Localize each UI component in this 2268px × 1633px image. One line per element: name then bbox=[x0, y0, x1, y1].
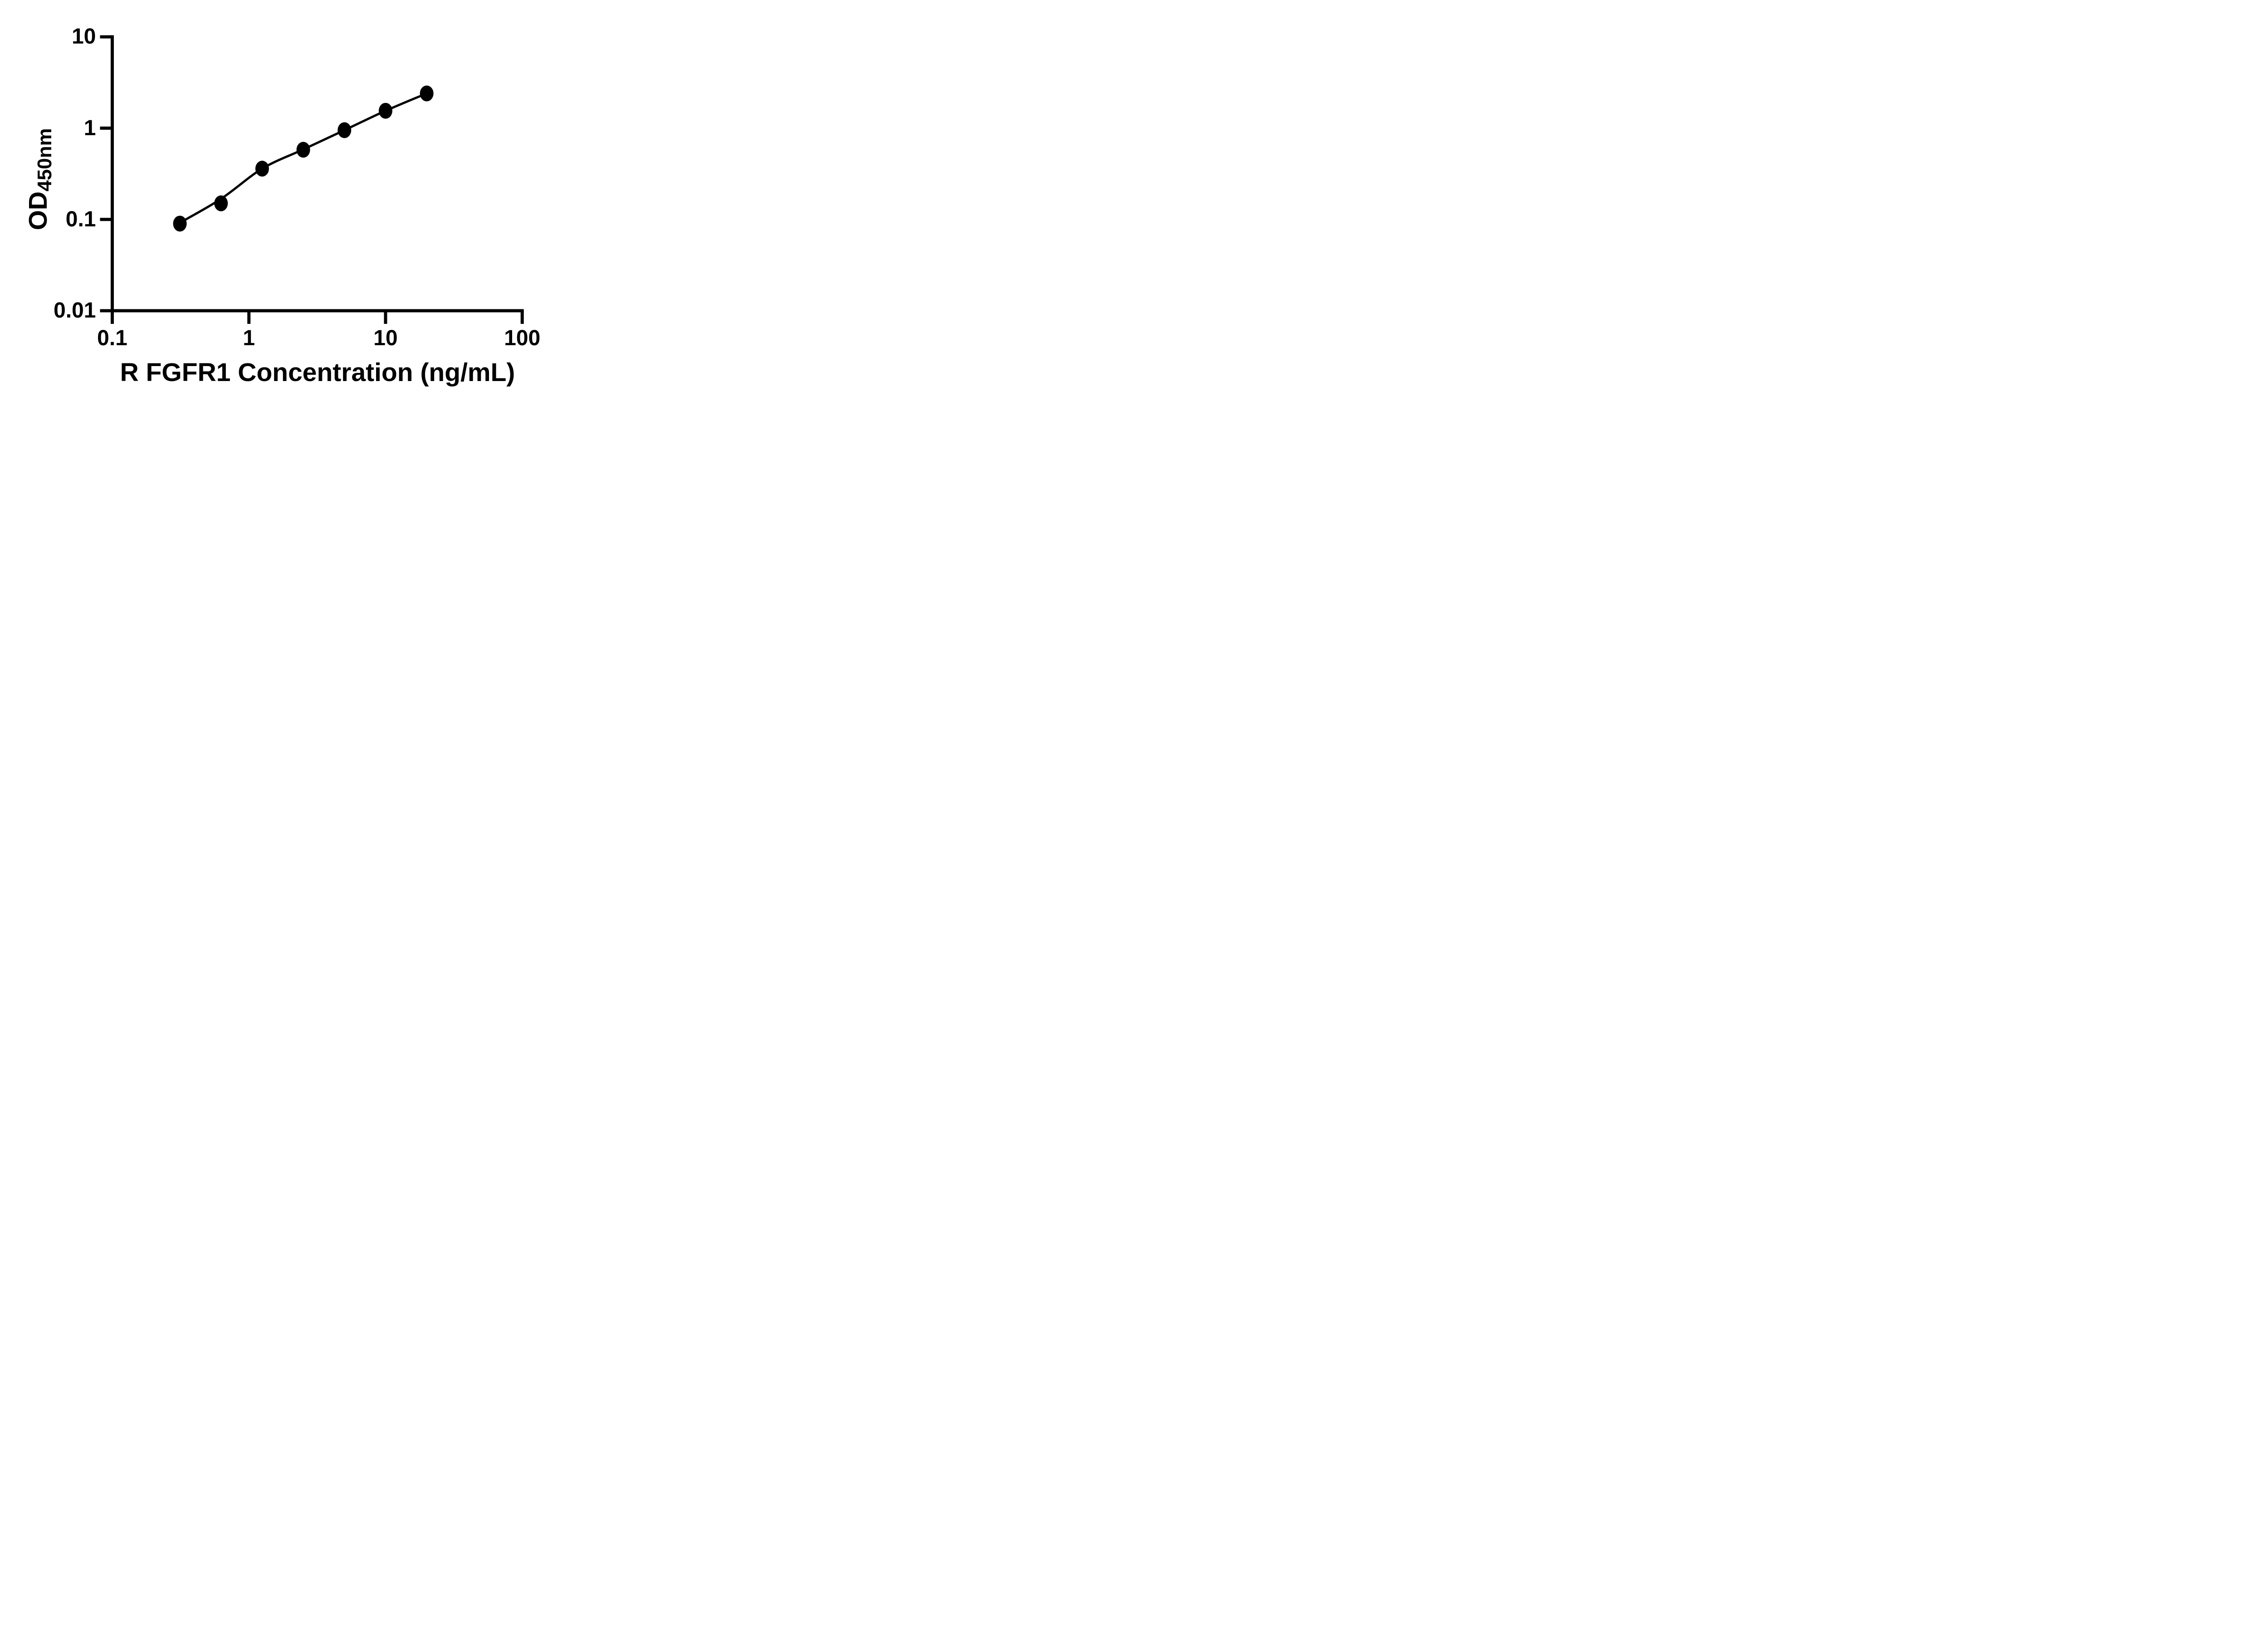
data-point-marker bbox=[255, 161, 269, 177]
plot-area bbox=[100, 35, 524, 324]
x-axis-tick-label: 100 bbox=[504, 326, 541, 350]
y-axis-tick-label: 0.01 bbox=[54, 298, 96, 323]
data-point-marker bbox=[337, 122, 352, 138]
elisa-standard-curve-figure: OD450nm R FGFR1 Concentration (ng/mL) 10… bbox=[0, 0, 583, 408]
y-axis-tick-label: 0.1 bbox=[65, 207, 96, 231]
data-point-marker bbox=[379, 103, 392, 119]
data-point-marker bbox=[296, 142, 310, 158]
x-axis-tick-label: 1 bbox=[243, 326, 255, 350]
y-axis-tick-label: 10 bbox=[72, 24, 96, 49]
axis-lines bbox=[111, 35, 524, 313]
y-axis-tick-label: 1 bbox=[83, 116, 96, 140]
data-point-marker bbox=[420, 85, 434, 102]
x-axis-title: R FGFR1 Concentration (ng/mL) bbox=[120, 358, 515, 387]
data-point-marker bbox=[214, 195, 228, 211]
data-point-marker bbox=[173, 215, 187, 232]
x-axis-tick-label: 0.1 bbox=[97, 326, 127, 350]
x-axis-tick-label: 10 bbox=[373, 326, 398, 350]
